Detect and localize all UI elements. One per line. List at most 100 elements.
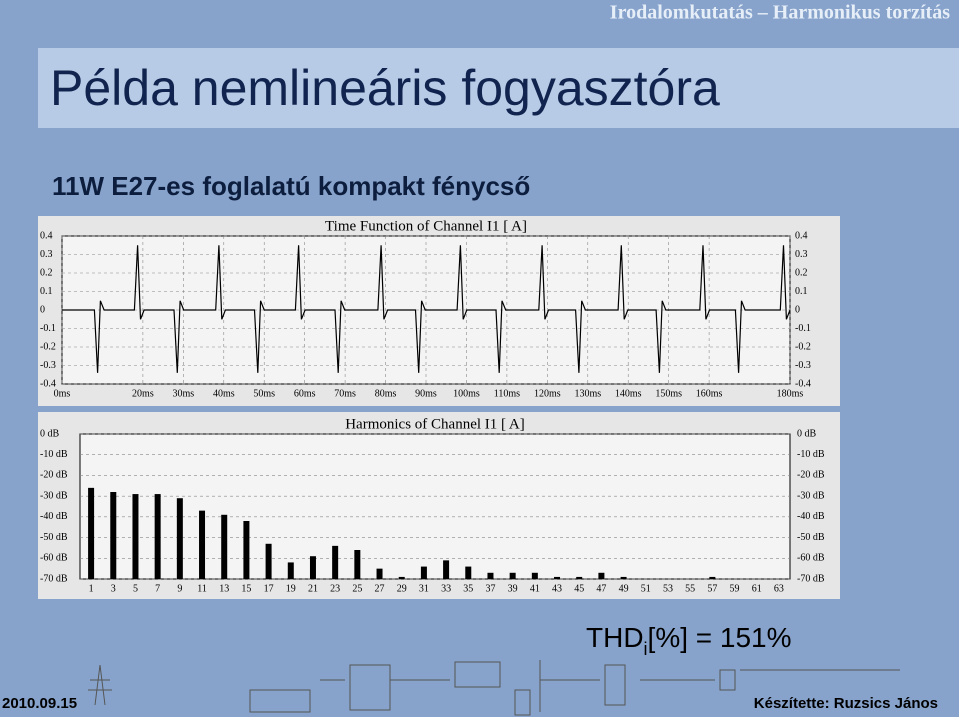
bar [132, 494, 139, 579]
y-tick-label: 0 dB [40, 428, 60, 439]
x-tick-label: 120ms [534, 388, 561, 399]
wire [320, 660, 900, 712]
bar [598, 572, 605, 579]
bar [531, 572, 538, 579]
device [349, 664, 391, 711]
bar [88, 487, 95, 579]
x-tick-label: 3 [111, 583, 116, 594]
x-tick-label: 50ms [253, 388, 275, 399]
x-tick-label: 80ms [375, 388, 397, 399]
x-tick-label: 31 [419, 583, 429, 594]
x-tick-label: 30ms [172, 388, 194, 399]
bar [332, 545, 339, 579]
y-tick-label: -70 dB [40, 573, 68, 584]
x-tick-label: 90ms [415, 388, 437, 399]
y-tick-label-right: 0 [795, 304, 800, 315]
header: Irodalomkutatás – Harmonikus torzítás [610, 2, 950, 24]
y-tick-label-right: 0.4 [795, 230, 808, 241]
device [604, 664, 626, 706]
bar [509, 572, 516, 579]
y-tick-label-right: -20 dB [797, 470, 825, 481]
y-tick-label: -20 dB [40, 470, 68, 481]
waveform [62, 245, 791, 373]
bar [110, 492, 117, 579]
title-box [38, 48, 959, 128]
y-tick-label-right: 0.3 [795, 249, 808, 260]
x-tick-label: 47 [596, 583, 606, 594]
x-tick-label: 11 [197, 583, 207, 594]
x-tick-label: 35 [463, 583, 473, 594]
y-tick-label: 0 [40, 304, 45, 315]
x-tick-label: 15 [241, 583, 251, 594]
x-tick-label: 43 [552, 583, 562, 594]
y-tick-label-right: -50 dB [797, 532, 825, 543]
x-tick-label: 0ms [54, 388, 71, 399]
device [514, 689, 531, 716]
bar [398, 576, 405, 579]
bar [554, 576, 561, 579]
y-tick-label: 0.4 [40, 230, 53, 241]
x-tick-label: 180ms [777, 388, 804, 399]
bar [243, 521, 250, 579]
x-tick-label: 130ms [574, 388, 601, 399]
x-tick-label: 53 [663, 583, 673, 594]
bar [354, 550, 361, 579]
bar [420, 566, 427, 579]
y-tick-label-right: -30 dB [797, 490, 825, 501]
x-tick-label: 63 [774, 583, 784, 594]
x-tick-label: 41 [530, 583, 540, 594]
y-tick-label-right: 0.1 [795, 286, 808, 297]
y-tick-label-right: -70 dB [797, 573, 825, 584]
y-tick-label-right: -0.2 [795, 341, 811, 352]
x-tick-label: 27 [375, 583, 385, 594]
y-tick-label: -0.3 [40, 360, 56, 371]
y-tick-label: -30 dB [40, 490, 68, 501]
x-tick-label: 33 [441, 583, 451, 594]
y-tick-label: -0.4 [40, 378, 56, 389]
thd-subscript: i [644, 639, 648, 659]
x-tick-label: 1 [89, 583, 94, 594]
plot-area [79, 433, 791, 580]
y-tick-label: -60 dB [40, 553, 68, 564]
bar [265, 543, 272, 579]
bar [199, 510, 206, 579]
x-tick-label: 23 [330, 583, 340, 594]
y-tick-label-right: -60 dB [797, 553, 825, 564]
footer-author: Készítette: Ruzsics János [754, 695, 938, 712]
y-tick-label-right: -0.1 [795, 323, 811, 334]
y-tick-label-right: 0 dB [797, 428, 817, 439]
bar [154, 494, 161, 579]
x-tick-label: 110ms [494, 388, 520, 399]
bar [309, 556, 316, 579]
y-tick-label: -40 dB [40, 511, 68, 522]
y-tick-label-right: -0.4 [795, 378, 811, 389]
bar [487, 572, 494, 579]
bar [376, 568, 383, 579]
bar [709, 576, 716, 579]
x-tick-label: 59 [730, 583, 740, 594]
y-tick-label-right: -10 dB [797, 449, 825, 460]
thd-formula: THDi[%] = 151% [586, 622, 792, 658]
thd-label: THD [586, 622, 644, 653]
y-tick-label: -0.1 [40, 323, 56, 334]
x-tick-label: 19 [286, 583, 296, 594]
x-tick-label: 40ms [213, 388, 235, 399]
y-tick-label: -0.2 [40, 341, 56, 352]
device [719, 669, 736, 691]
x-tick-label: 100ms [453, 388, 480, 399]
x-tick-label: 49 [619, 583, 629, 594]
x-tick-label: 37 [485, 583, 495, 594]
x-tick-label: 29 [397, 583, 407, 594]
x-tick-label: 7 [155, 583, 160, 594]
bar [221, 514, 228, 579]
chart-title: Time Function of Channel I1 [ A] [325, 218, 527, 234]
bar [620, 576, 627, 579]
bar [176, 498, 183, 579]
chart-title: Harmonics of Channel I1 [ A] [345, 416, 525, 432]
x-tick-label: 20ms [132, 388, 154, 399]
bar [576, 576, 583, 579]
x-tick-label: 60ms [294, 388, 316, 399]
y-tick-label: -50 dB [40, 532, 68, 543]
